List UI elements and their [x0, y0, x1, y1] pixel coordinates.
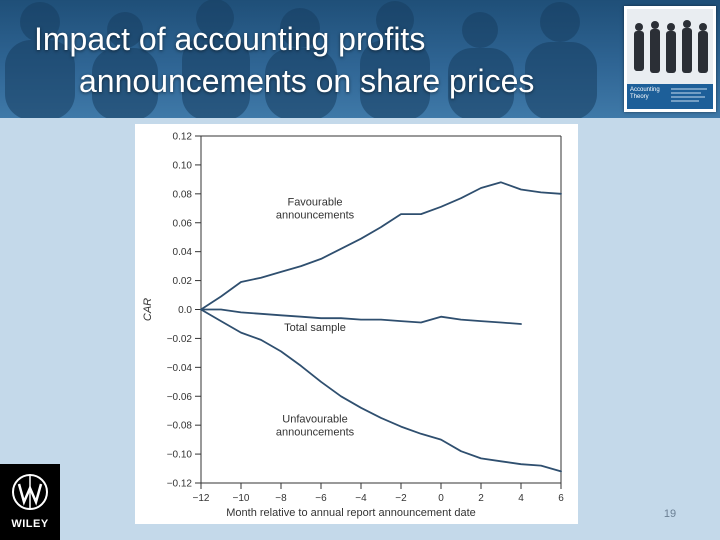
slide-title: Impact of accounting profits announcemen…: [34, 18, 614, 102]
x-tick-label: 0: [438, 493, 444, 504]
slide-title-line-2: announcements on share prices: [79, 63, 535, 99]
book-cover-photo: [627, 9, 713, 85]
slide-header: Impact of accounting profits announcemen…: [0, 0, 720, 118]
y-tick-label: 0.02: [173, 276, 193, 287]
wiley-logo-text: WILEY: [11, 518, 49, 530]
car-chart-svg: 0.12 0.10 0.08 0.06 0.04 0.02 0.0 −0.02 −0.04 −0.…: [142, 132, 564, 520]
x-tick-label: −4: [355, 493, 367, 504]
y-tick-label: 0.04: [173, 247, 193, 258]
y-tick-label: −0.02: [167, 334, 193, 345]
total-sample-series-line: [200, 308, 522, 325]
book-title-line-1: Accounting: [630, 87, 660, 93]
y-tick-label: 0.0: [178, 305, 192, 316]
x-tick-label: −12: [193, 493, 210, 504]
car-chart: 0.12 0.10 0.08 0.06 0.04 0.02 0.0 −0.02 −0.04 −0.…: [135, 124, 578, 524]
book-title-line-2: Theory: [630, 94, 649, 100]
x-tick-label: −10: [233, 493, 250, 504]
y-tick-label: 0.06: [173, 218, 193, 229]
y-tick-label: 0.10: [173, 160, 193, 171]
x-tick-label: −8: [275, 493, 287, 504]
y-tick-label: 0.12: [173, 132, 193, 143]
x-tick-label: 4: [518, 493, 524, 504]
series-annotation: Favourable announcements: [276, 196, 355, 221]
x-tick-label: −2: [395, 493, 407, 504]
page-number: 19: [663, 508, 677, 520]
y-tick-label: −0.06: [167, 392, 193, 403]
x-axis-label: Month relative to annual report announce…: [226, 507, 476, 519]
wiley-logo: WILEY: [0, 464, 60, 540]
x-tick-label: 6: [558, 493, 564, 504]
y-tick-label: −0.04: [167, 363, 193, 374]
y-tick-label: −0.08: [167, 421, 193, 432]
book-author-lines: [671, 87, 711, 104]
header-people-photo: [5, 0, 597, 118]
y-tick-label: −0.12: [167, 479, 193, 490]
book-cover-band: Accounting Theory: [627, 84, 713, 109]
y-axis-label: CAR: [142, 298, 154, 321]
series-annotation: Total sample: [284, 322, 346, 334]
x-tick-label: 2: [478, 493, 484, 504]
series-annotation: Unfavourable announcements: [276, 413, 355, 438]
unfavourable-series-line: [200, 308, 562, 473]
slide-title-line-1: Impact of accounting profits: [34, 21, 426, 57]
y-tick-label: −0.10: [167, 450, 193, 461]
book-cover: Accounting Theory: [624, 6, 716, 112]
favourable-series-line: [200, 181, 562, 311]
y-tick-label: 0.08: [173, 189, 193, 200]
x-tick-label: −6: [315, 493, 327, 504]
wiley-logo-mark: [12, 474, 48, 510]
